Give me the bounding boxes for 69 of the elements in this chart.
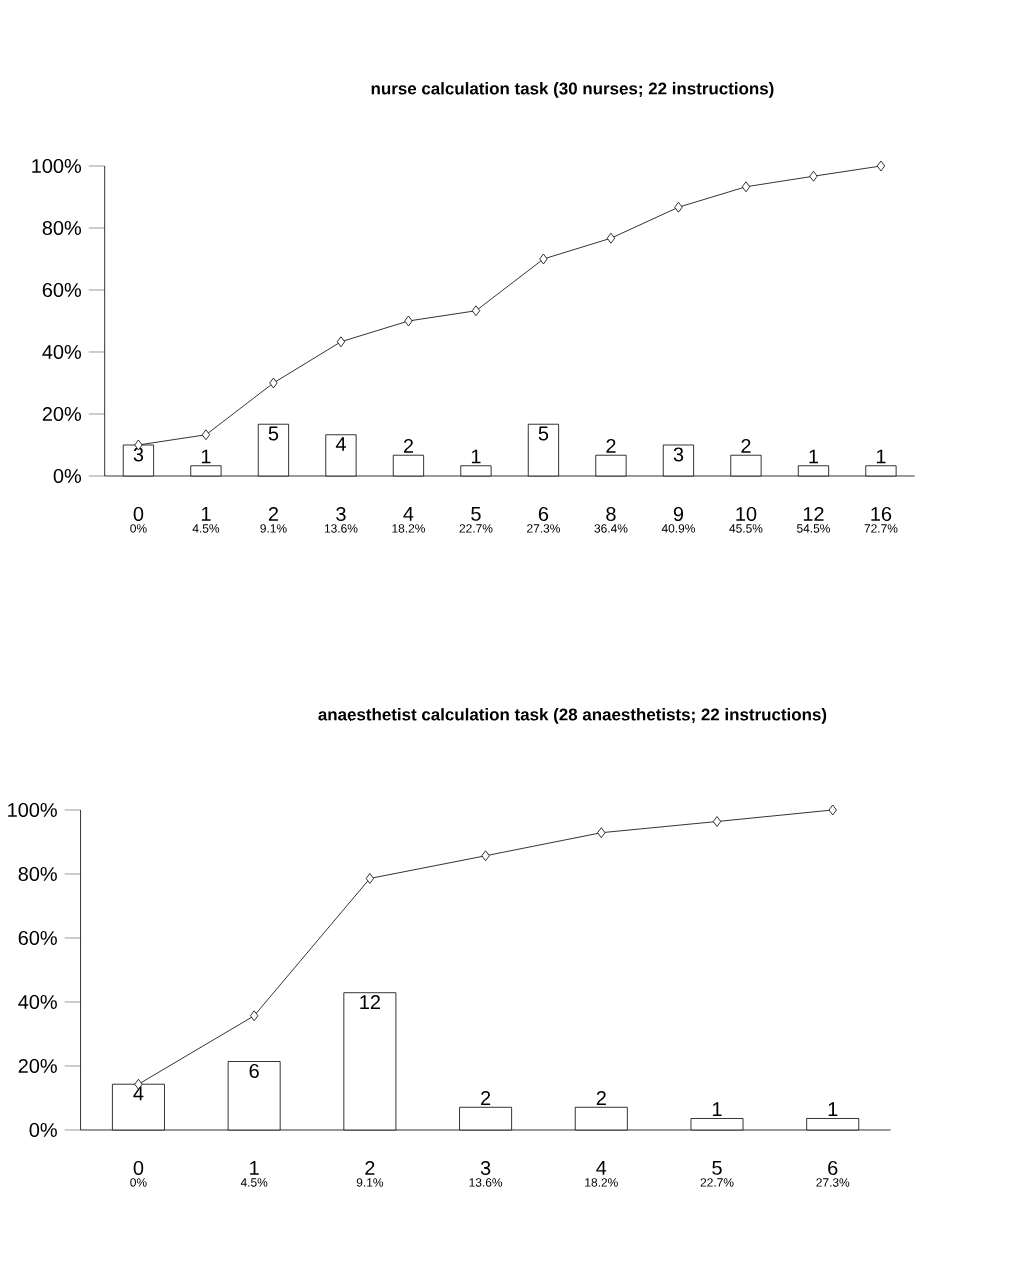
x-tick-label: 0 — [133, 506, 143, 522]
annotation: 2 — [403, 438, 413, 453]
chart-title: nurse calculation task (30 nurses; 22 instructions) — [371, 82, 774, 98]
annotation: 2 — [741, 438, 751, 453]
annotation: 4 — [335, 437, 346, 451]
y-tick-label: 60% — [18, 930, 57, 946]
point — [539, 253, 548, 265]
x-tick-label: 16 — [871, 506, 891, 522]
annotation: 1 — [712, 1102, 722, 1117]
x-tick-label: 4 — [596, 1160, 607, 1175]
annotation: 2 — [480, 1090, 490, 1105]
x-tick-label: 0 — [133, 1160, 143, 1176]
point — [365, 873, 374, 884]
x-tick-label: 5 — [471, 506, 481, 521]
x-tick-label: 3 — [335, 506, 346, 522]
point — [674, 201, 683, 213]
annotation: 3 — [673, 447, 683, 462]
y-tick-label: 60% — [42, 282, 81, 298]
y-tick-label: 20% — [42, 406, 81, 422]
y-tick-label: 80% — [18, 866, 57, 882]
point — [201, 429, 210, 441]
y-tick-label: 100% — [7, 802, 57, 818]
x-tick-label: 10 — [736, 506, 757, 522]
x-tick-label: 12 — [803, 506, 824, 521]
x-tick-label: 6 — [827, 1160, 838, 1176]
y-tick-label: 20% — [18, 1058, 57, 1074]
annotation: 4 — [133, 1086, 144, 1101]
point — [741, 181, 750, 193]
annotation: 2 — [606, 438, 616, 453]
annotation: 5 — [268, 426, 278, 441]
point — [596, 827, 606, 839]
annotation: 1 — [876, 449, 886, 464]
point — [809, 170, 818, 182]
chart-title: anaesthetist calculation task (28 anaesthetists; 22 instructions) — [318, 708, 826, 724]
point — [249, 1010, 259, 1022]
point — [606, 232, 615, 244]
annotation: 1 — [201, 449, 211, 464]
x-tick-label: 6 — [538, 506, 548, 522]
annotation: 2 — [596, 1090, 606, 1105]
x-tick-label: 5 — [712, 1160, 722, 1175]
point — [336, 336, 345, 348]
x-tick-label: 2 — [365, 1160, 375, 1175]
annotation: 3 — [133, 447, 143, 462]
x-tick-label: 1 — [201, 506, 211, 521]
y-tick-label: 40% — [42, 344, 81, 360]
point — [876, 160, 885, 172]
x-tick-label: 4 — [403, 506, 414, 521]
annotation: 5 — [538, 426, 548, 441]
annotation: 12 — [360, 995, 380, 1010]
y-tick-label: 40% — [17, 994, 57, 1010]
x-tick-label: 9 — [673, 506, 683, 522]
y-tick-label: 100% — [32, 158, 81, 174]
y-tick-label: 0% — [53, 468, 81, 484]
point — [471, 305, 480, 317]
point — [828, 804, 837, 816]
point — [712, 816, 721, 827]
y-tick-label: 0% — [29, 1122, 57, 1138]
annotation: 1 — [828, 1102, 838, 1117]
point — [481, 850, 490, 862]
x-tick-label: 8 — [606, 506, 616, 522]
annotation: 6 — [249, 1063, 259, 1079]
x-tick-label: 1 — [249, 1160, 259, 1175]
annotation: 1 — [471, 449, 481, 464]
y-tick-label: 80% — [42, 220, 81, 236]
annotation: 1 — [809, 449, 818, 464]
point — [269, 377, 278, 389]
x-tick-label: 2 — [268, 506, 278, 521]
point — [404, 315, 413, 327]
x-tick-label: 3 — [480, 1160, 491, 1176]
